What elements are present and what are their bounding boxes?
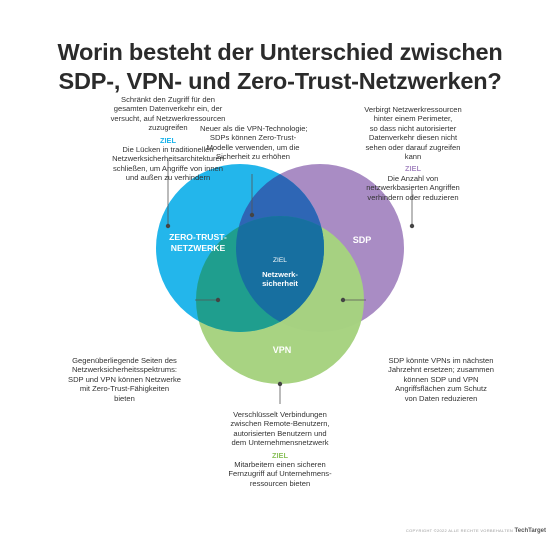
note-sdp: Verbirgt Netzwerkressourcen hinter einem … xyxy=(358,105,468,202)
center-goal-line-1: Netzwerk- xyxy=(262,269,298,279)
note-zero-trust: Schränkt den Zugriff für den gesamten Dat… xyxy=(100,95,236,183)
connector-dots xyxy=(165,212,415,387)
zero-trust-label-line-1: ZERO-TRUST- xyxy=(169,232,227,242)
goal-line: und außen zu verhindern xyxy=(125,173,211,183)
overlap-center xyxy=(236,216,324,332)
note-line: hinter einem Perimeter, xyxy=(373,114,453,124)
note-line: SDP könnte VPNs im nächsten xyxy=(388,356,494,365)
note-line: versucht, auf Netzwerkressourcen xyxy=(110,113,226,123)
note-line: sehen oder darauf zugreifen xyxy=(365,142,461,152)
note-vpn-goal-lines: Mitarbeitern einen sicheren Fernzugriff a… xyxy=(207,460,353,488)
note-vpn-goal-label: ZIEL xyxy=(271,450,288,460)
note-line: Sicherheit zu erhöhen xyxy=(216,152,290,162)
note-line: mit Zero-Trust-Fähigkeiten xyxy=(79,384,170,394)
note-zero-trust-vpn-lines: Gegenüberliegende Seiten des Netzwerksich… xyxy=(52,356,197,403)
note-line: Datenverkehr diesen nicht xyxy=(368,133,458,143)
note-line: gesamten Datenverkehr ein, der xyxy=(113,104,223,114)
note-zero-trust-goal-lines: Die Lücken in traditionellen Netzwerksich… xyxy=(100,145,236,183)
note-line: Modelle verwenden, um die xyxy=(206,142,300,152)
note-sdp-vpn-lines: SDP könnte VPNs im nächsten Jahrzehnt ers… xyxy=(366,356,516,403)
page-title: Worin besteht der Unterschied zwischen S… xyxy=(0,38,560,96)
goal-line: Die Anzahl von xyxy=(387,173,439,183)
note-sdp-vpn: SDP könnte VPNs im nächsten Jahrzehnt ers… xyxy=(366,356,516,403)
note-line: Verbirgt Netzwerkressourcen xyxy=(364,105,462,114)
note-sdp-lines: Verbirgt Netzwerkressourcen hinter einem … xyxy=(358,105,468,161)
note-line: zwischen Remote-Benutzern, xyxy=(230,419,330,429)
goal-line: verhindern oder reduzieren xyxy=(367,192,459,202)
note-sdp-goal-label: ZIEL xyxy=(404,164,421,174)
goal-line: netzwerkbasierten Angriffen xyxy=(366,183,460,193)
vpn-label: VPN xyxy=(262,345,302,355)
vpn-label-text: VPN xyxy=(272,345,292,355)
goal-line: Mitarbeitern einen sicheren xyxy=(234,460,326,470)
footer-brand-logo: TechTarget xyxy=(514,528,546,534)
note-line: so dass nicht autorisierter xyxy=(369,123,457,133)
note-zero-trust-goal-label: ZIEL xyxy=(159,135,176,145)
connector-lines xyxy=(167,160,413,404)
zero-trust-label: ZERO-TRUST- NETZWERKE xyxy=(163,232,233,253)
center-goal-word: ZIEL xyxy=(273,257,287,264)
title-line-2: SDP-, VPN- und Zero-Trust-Netzwerken? xyxy=(58,68,502,94)
goal-line: Netzwerksicherheitsarchitekturen xyxy=(112,154,224,164)
note-line: von Daten reduzieren xyxy=(404,393,478,403)
note-line: bieten xyxy=(114,393,135,403)
note-line: SDP und VPN können Netzwerke xyxy=(68,374,181,384)
note-line: Verschlüsselt Verbindungen xyxy=(233,410,327,419)
footer: COPYRIGHT ©2022 ALLE RECHTE VORBEHALTEN … xyxy=(406,528,546,534)
note-line: dem Unternehmensnetzwerk xyxy=(231,438,329,448)
note-zero-trust-vpn: Gegenüberliegende Seiten des Netzwerksich… xyxy=(52,356,197,403)
center-goal-label: ZIEL Netzwerk- sicherheit xyxy=(250,256,310,289)
goal-line: Die Lücken in traditionellen xyxy=(122,145,214,155)
note-line: SDPs können Zero-Trust- xyxy=(209,133,297,143)
note-line: kann xyxy=(404,152,422,162)
note-line: zuzugreifen xyxy=(148,123,188,133)
goal-line: Fernzugriff auf Unternehmens- xyxy=(228,469,332,479)
note-line: Gegenüberliegende Seiten des xyxy=(72,356,177,365)
note-line: können SDP und VPN xyxy=(403,374,479,384)
note-line: Netzwerksicherheitsspektrums: xyxy=(71,365,178,375)
zero-trust-label-line-2: NETZWERKE xyxy=(170,242,226,253)
sdp-label: SDP xyxy=(342,235,382,245)
sdp-label-text: SDP xyxy=(352,235,372,245)
note-line: autorisierten Benutzern und xyxy=(233,428,327,438)
note-zero-trust-sdp-lines: Neuer als die VPN-Technologie; SDPs könne… xyxy=(200,124,308,162)
note-line: Schränkt den Zugriff für den xyxy=(121,95,215,104)
note-line: Angriffsflächen zum Schutz xyxy=(395,384,487,394)
footer-copyright: COPYRIGHT ©2022 ALLE RECHTE VORBEHALTEN xyxy=(405,528,514,533)
note-line: Jahrzehnt ersetzen; zusammen xyxy=(388,365,494,375)
note-sdp-goal-lines: Die Anzahl von netzwerkbasierten Angriffe… xyxy=(358,174,468,202)
note-vpn-lines: Verschlüsselt Verbindungen zwischen Remot… xyxy=(207,410,353,448)
title-line-1: Worin besteht der Unterschied zwischen xyxy=(57,39,503,65)
note-line: Neuer als die VPN-Technologie; xyxy=(200,124,308,133)
goal-line: schließen, um Angriffe von innen xyxy=(112,163,224,173)
goal-line: ressourcen bieten xyxy=(249,478,311,488)
note-zero-trust-lines: Schränkt den Zugriff für den gesamten Dat… xyxy=(100,95,236,133)
note-vpn: Verschlüsselt Verbindungen zwischen Remot… xyxy=(207,410,353,488)
center-goal-line-2: sicherheit xyxy=(262,279,298,289)
note-zero-trust-sdp: Neuer als die VPN-Technologie; SDPs könne… xyxy=(200,124,308,162)
